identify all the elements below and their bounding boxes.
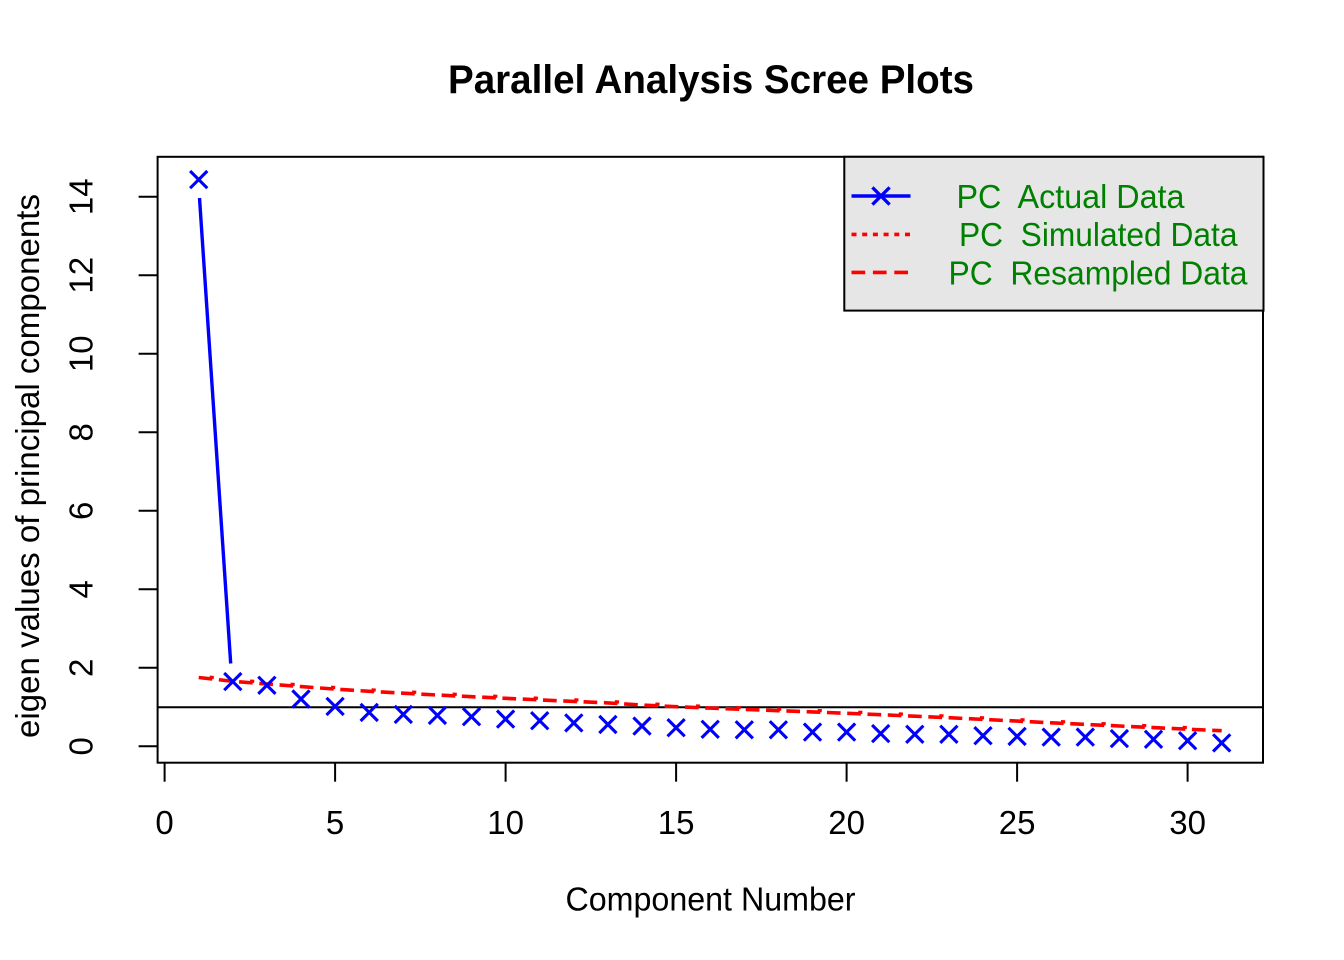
svg-text:30: 30 <box>1169 804 1206 841</box>
svg-text:8: 8 <box>63 423 100 441</box>
svg-text:5: 5 <box>326 804 344 841</box>
svg-text:15: 15 <box>658 804 695 841</box>
svg-text:eigen values of principal comp: eigen values of principal components <box>9 194 46 738</box>
svg-text:0: 0 <box>63 737 100 755</box>
svg-text:25: 25 <box>999 804 1036 841</box>
svg-text:20: 20 <box>828 804 865 841</box>
svg-text:14: 14 <box>63 178 100 215</box>
svg-text:10: 10 <box>487 804 524 841</box>
svg-text:4: 4 <box>63 580 100 598</box>
svg-text:10: 10 <box>63 335 100 372</box>
svg-text:PC Resampled Data: PC Resampled Data <box>949 254 1249 291</box>
svg-text:0: 0 <box>155 804 173 841</box>
svg-text:PC Actual Data: PC Actual Data <box>957 178 1186 215</box>
svg-text:6: 6 <box>63 502 100 520</box>
svg-text:12: 12 <box>63 257 100 294</box>
svg-text:PC Simulated Data: PC Simulated Data <box>959 216 1238 253</box>
svg-text:Parallel Analysis Scree Plots: Parallel Analysis Scree Plots <box>448 58 974 102</box>
svg-text:2: 2 <box>63 659 100 677</box>
svg-text:Component Number: Component Number <box>566 881 856 918</box>
